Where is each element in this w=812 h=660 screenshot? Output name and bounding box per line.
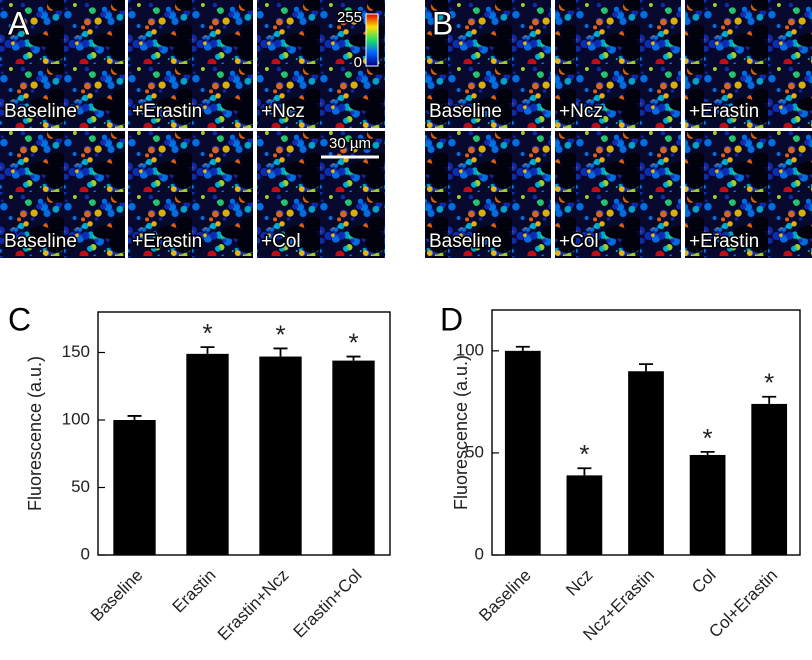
image-label: Baseline [429,101,502,122]
x-tick-label: Erastin+Col [290,566,366,642]
colorbar [365,13,379,67]
micrograph [128,131,253,258]
significance-marker: * [275,319,285,349]
significance-marker: * [703,423,713,453]
significance-marker: * [348,327,358,357]
image-label: +Erastin [689,231,759,252]
y-tick-label: 50 [465,442,484,461]
image-label: +Ncz [261,101,305,122]
error-bar [346,355,361,361]
y-tick-label: 0 [475,544,484,563]
y-tick-label: 100 [456,340,484,359]
micrograph [0,131,125,258]
panel-letter: D [440,301,463,337]
significance-marker: * [764,368,774,398]
error-bar [577,467,592,476]
significance-marker: * [202,318,212,348]
bar [186,353,229,555]
y-tick-label: 50 [71,477,90,496]
micrograph [128,0,253,128]
x-tick-label: Erastin+Ncz [214,566,293,645]
image-label: Baseline [4,231,77,252]
x-tick-label: Baseline [475,566,535,626]
y-axis-label: Fluorescence (a.u.) [451,355,471,510]
plot-frame [491,309,801,556]
micrograph [425,0,551,128]
micrograph [685,0,812,128]
colorbar-max: 255 [337,9,362,26]
scale-bar-label: 30 µm [329,135,371,152]
colorbar-min: 0 [354,54,362,71]
image-label: +Erastin [132,231,202,252]
x-tick-label: Ncz [562,566,596,600]
micrograph [425,131,551,258]
micrograph [257,0,385,128]
image-label: +Erastin [689,101,759,122]
error-bar [273,347,288,357]
micrograph [685,131,812,258]
panel-letter: C [8,301,31,337]
bar [504,350,541,555]
x-tick-label: Baseline [87,566,147,626]
panel-letter: A [8,5,30,41]
significance-marker: * [579,439,589,469]
image-label: +Erastin [132,101,202,122]
panel-letter: B [432,5,453,41]
micrograph [555,131,681,258]
image-label: +Col [559,231,599,252]
micrograph [257,131,385,258]
bar [259,356,302,555]
x-tick-label: Erastin [169,566,220,617]
bar [332,360,375,555]
bar [566,475,603,555]
bar [113,420,156,555]
bar [628,371,664,555]
y-tick-label: 150 [62,342,90,361]
image-label: Baseline [4,101,77,122]
image-label: Baseline [429,231,502,252]
y-axis-label: Fluorescence (a.u.) [25,356,45,511]
bar [689,454,726,555]
x-tick-label: Col [688,566,719,597]
error-bar [639,363,653,372]
y-tick-label: 0 [81,544,90,563]
image-label: +Ncz [559,101,603,122]
micrograph [555,0,681,128]
error-bar [200,346,215,354]
error-bar [700,450,715,455]
bar [751,403,788,555]
error-bar [127,415,142,420]
micrograph [0,0,125,128]
plot-frame [97,311,391,556]
error-bar [515,345,530,351]
y-tick-label: 100 [62,409,90,428]
image-label: +Col [261,231,301,252]
error-bar [762,395,777,404]
